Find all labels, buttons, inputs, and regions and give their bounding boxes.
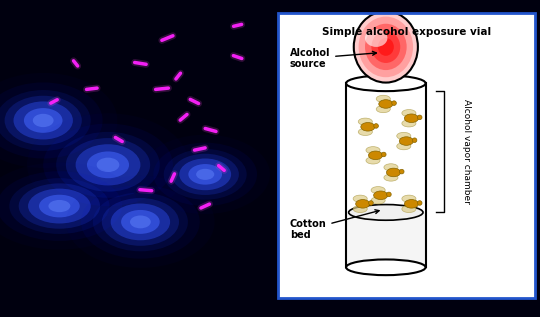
Ellipse shape (374, 124, 379, 128)
Ellipse shape (43, 124, 173, 206)
Ellipse shape (0, 82, 103, 158)
Ellipse shape (404, 200, 418, 208)
Ellipse shape (379, 100, 393, 108)
Text: Alcohol
source: Alcohol source (289, 48, 376, 69)
Ellipse shape (19, 183, 100, 229)
Ellipse shape (87, 152, 129, 178)
Ellipse shape (374, 191, 388, 200)
Ellipse shape (412, 138, 417, 142)
Ellipse shape (372, 31, 400, 63)
Ellipse shape (402, 205, 416, 212)
Ellipse shape (369, 201, 373, 205)
Ellipse shape (399, 137, 414, 145)
Ellipse shape (28, 189, 91, 223)
Ellipse shape (417, 201, 422, 205)
Ellipse shape (76, 144, 140, 185)
Ellipse shape (353, 205, 367, 212)
Ellipse shape (402, 195, 416, 202)
Ellipse shape (384, 174, 398, 181)
Ellipse shape (356, 200, 370, 208)
Ellipse shape (376, 106, 390, 113)
Text: Cotton
bed: Cotton bed (289, 210, 379, 240)
Ellipse shape (354, 11, 418, 82)
Ellipse shape (371, 187, 385, 194)
Ellipse shape (56, 132, 160, 198)
Ellipse shape (365, 24, 407, 70)
Ellipse shape (392, 101, 396, 105)
Ellipse shape (14, 101, 73, 139)
Ellipse shape (346, 259, 426, 275)
Ellipse shape (368, 151, 383, 160)
Ellipse shape (93, 192, 188, 251)
Ellipse shape (81, 185, 200, 259)
Ellipse shape (381, 152, 386, 157)
Ellipse shape (179, 158, 231, 190)
Ellipse shape (376, 95, 390, 102)
Ellipse shape (102, 198, 179, 246)
Ellipse shape (417, 115, 422, 120)
Ellipse shape (397, 133, 411, 139)
Ellipse shape (400, 169, 404, 174)
Ellipse shape (397, 143, 411, 150)
Ellipse shape (97, 158, 119, 172)
Ellipse shape (402, 110, 416, 117)
Ellipse shape (365, 29, 387, 47)
Ellipse shape (66, 138, 150, 192)
Text: Simple alcohol exposure vial: Simple alcohol exposure vial (322, 27, 491, 37)
Ellipse shape (353, 195, 367, 202)
Ellipse shape (0, 171, 122, 241)
Ellipse shape (384, 164, 398, 171)
Ellipse shape (4, 96, 82, 145)
Ellipse shape (359, 16, 413, 77)
Ellipse shape (111, 204, 170, 240)
Ellipse shape (346, 75, 426, 91)
Ellipse shape (366, 157, 380, 164)
Ellipse shape (130, 216, 151, 228)
Ellipse shape (404, 114, 418, 123)
Ellipse shape (378, 38, 394, 56)
Text: Alcohol vapor chamber: Alcohol vapor chamber (462, 99, 471, 204)
Ellipse shape (164, 149, 247, 200)
Ellipse shape (366, 147, 380, 154)
Ellipse shape (39, 195, 80, 217)
Ellipse shape (358, 128, 373, 135)
Ellipse shape (33, 114, 53, 127)
Ellipse shape (121, 210, 160, 234)
Ellipse shape (349, 204, 423, 220)
Ellipse shape (172, 154, 239, 195)
Ellipse shape (371, 197, 385, 204)
Ellipse shape (358, 118, 373, 125)
Ellipse shape (49, 200, 70, 212)
Ellipse shape (153, 143, 257, 206)
Ellipse shape (24, 108, 63, 133)
Ellipse shape (188, 164, 222, 184)
Ellipse shape (387, 168, 401, 177)
Ellipse shape (9, 178, 110, 234)
Ellipse shape (402, 120, 416, 127)
Ellipse shape (0, 90, 91, 151)
Ellipse shape (387, 192, 391, 197)
Ellipse shape (361, 122, 375, 131)
Ellipse shape (196, 169, 214, 180)
